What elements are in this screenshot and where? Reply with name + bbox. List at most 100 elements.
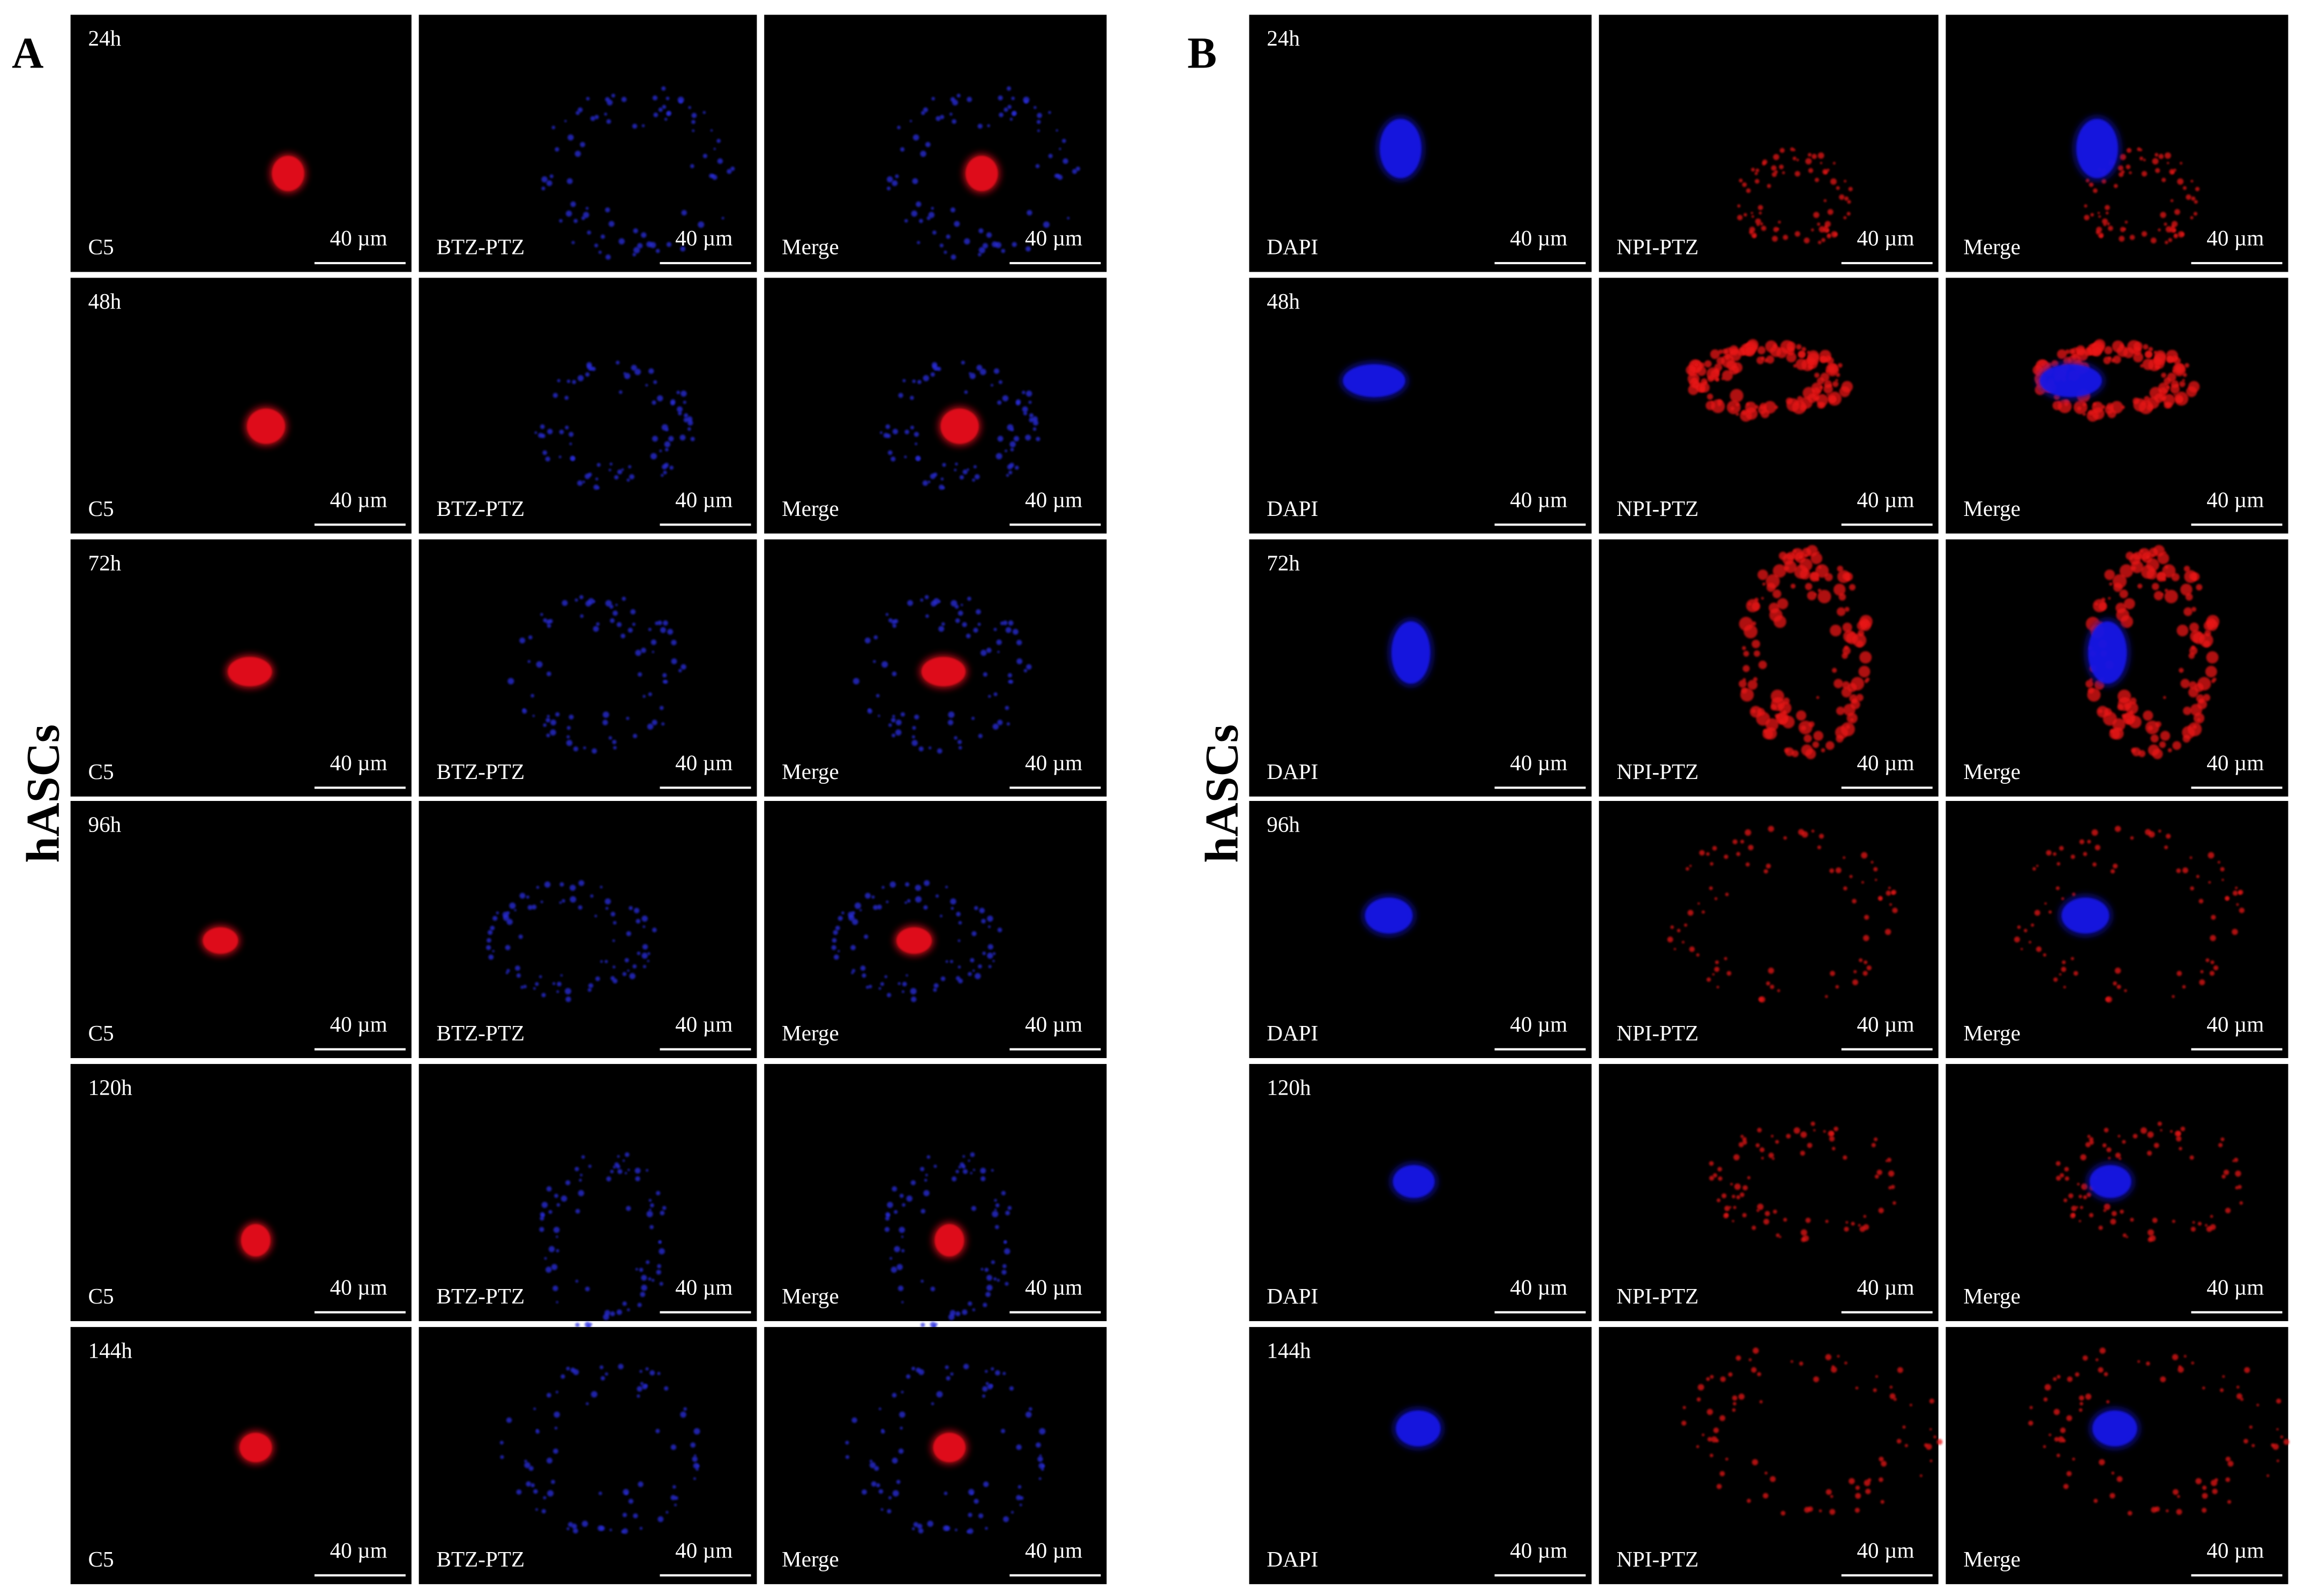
stain-dot	[631, 364, 637, 371]
stain-dot	[950, 207, 956, 213]
stain-dot	[938, 626, 945, 632]
stain-dot	[2078, 1219, 2082, 1223]
stain-dot	[1711, 1436, 1717, 1443]
image-tile: Merge 40 µm	[764, 1063, 1107, 1335]
stain-dot	[956, 911, 961, 917]
stain-dot	[1847, 683, 1857, 692]
stain-dot	[606, 1176, 611, 1182]
stain-dot	[951, 600, 957, 607]
stain-dot	[984, 1369, 988, 1373]
stain-dot	[2110, 869, 2115, 874]
stain-dot	[1793, 1127, 1800, 1134]
stain-dot	[2205, 958, 2210, 962]
stain-dot	[1874, 1174, 1879, 1179]
stain-dot	[1880, 1500, 1884, 1504]
stain-dot	[1036, 119, 1041, 124]
stain-dot	[969, 373, 976, 379]
nucleus	[1343, 364, 1405, 397]
stain-dot	[2148, 1229, 2154, 1236]
stain-dot	[1716, 1198, 1720, 1203]
stain-dot	[2227, 1500, 2232, 1504]
stain-dot	[1859, 1226, 1866, 1232]
nucleus	[2076, 119, 2118, 178]
stain-dot	[925, 1173, 928, 1177]
stain-dot	[910, 425, 915, 430]
stain-dot	[1681, 1420, 1687, 1426]
stain-dot	[571, 241, 575, 244]
cell-image	[831, 880, 1002, 1002]
stain-dot	[588, 983, 594, 988]
stain-dot	[2180, 162, 2183, 165]
stain-dot	[2276, 1428, 2279, 1431]
stain-dot	[1772, 343, 1777, 348]
stain-dot	[1825, 1489, 1832, 1495]
image-tile: Merge 40 µm	[1946, 800, 2288, 1058]
stain-dot	[712, 175, 717, 180]
stain-dot	[950, 1372, 954, 1376]
stain-dot	[530, 694, 535, 698]
channel-label: DAPI	[1267, 235, 1318, 259]
stain-dot	[618, 390, 623, 394]
stain-dot	[2077, 406, 2082, 411]
stain-dot	[2108, 356, 2112, 361]
stain-dot	[2063, 1483, 2069, 1489]
stain-dot	[2108, 597, 2111, 600]
stain-dot	[649, 1225, 654, 1230]
stain-dot	[2044, 902, 2047, 905]
stain-dot	[2085, 1393, 2092, 1400]
stain-dot	[1757, 1372, 1761, 1376]
stain-dot	[910, 988, 917, 995]
stain-dot	[1744, 624, 1758, 639]
stain-dot	[916, 456, 921, 461]
stain-dot	[1801, 831, 1808, 838]
stain-dot	[661, 474, 664, 477]
stain-dot	[1012, 242, 1017, 247]
stain-dot	[2190, 886, 2195, 891]
stain-dot	[634, 369, 641, 376]
stain-dot	[1802, 1235, 1809, 1242]
stain-dot	[1804, 734, 1812, 743]
stain-dot	[606, 119, 611, 124]
stain-dot	[1026, 664, 1032, 670]
stain-dot	[962, 1169, 968, 1174]
stain-dot	[1006, 722, 1010, 726]
stain-dot	[1807, 1142, 1813, 1148]
stain-dot	[892, 1490, 899, 1497]
scale-bar-label: 40 µm	[1025, 1012, 1082, 1037]
stain-dot	[1056, 129, 1058, 132]
stain-dot	[2182, 186, 2187, 190]
stain-dot	[587, 988, 592, 992]
stain-dot	[2119, 343, 2124, 348]
stain-dot	[1859, 651, 1872, 664]
stain-dot	[1870, 860, 1874, 864]
stain-dot	[1844, 1361, 1847, 1365]
stain-dot	[1892, 1201, 1896, 1205]
stain-dot	[1829, 1509, 1836, 1515]
stain-dot	[2165, 226, 2172, 233]
stain-dot	[950, 898, 956, 905]
stain-dot	[2171, 221, 2178, 227]
stain-dot	[1759, 1400, 1763, 1404]
stain-dot	[528, 635, 533, 640]
stain-dot	[862, 1489, 867, 1495]
stain-dot	[2238, 889, 2243, 895]
stain-dot	[980, 649, 987, 656]
stain-dot	[937, 748, 942, 754]
stain-dot	[1795, 358, 1807, 370]
cell-image	[887, 86, 1080, 260]
stain-dot	[955, 462, 958, 466]
stain-dot	[889, 881, 896, 888]
stain-dot	[2195, 186, 2200, 191]
stain-dot	[544, 1257, 547, 1260]
stain-dot	[1762, 159, 1768, 164]
stain-dot	[560, 974, 563, 977]
channel-label: DAPI	[1267, 496, 1318, 521]
stain-dot	[566, 726, 571, 730]
stain-dot	[1707, 1408, 1714, 1415]
stain-dot	[968, 1512, 972, 1517]
stain-dot	[1755, 405, 1759, 409]
stain-dot	[1733, 1205, 1737, 1209]
stain-dot	[2211, 915, 2216, 920]
stain-dot	[2078, 1408, 2083, 1412]
